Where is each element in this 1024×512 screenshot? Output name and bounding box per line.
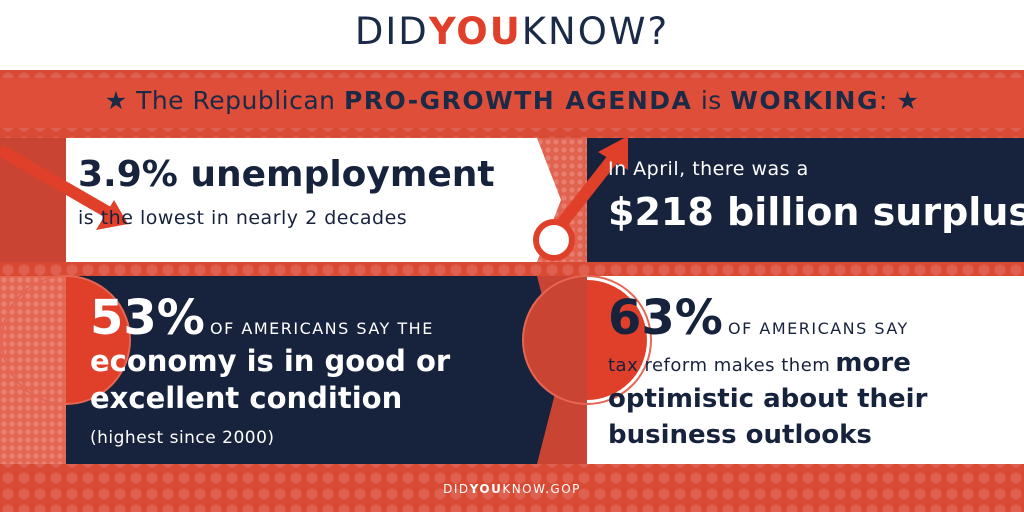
did-you-know-logo: DIDYOUKNOW?	[0, 10, 1024, 53]
banner-suffix: :	[879, 86, 888, 115]
economy-panel	[66, 276, 528, 464]
optimism-line-3: business outlooks	[608, 420, 872, 450]
surplus-panel	[587, 138, 1024, 262]
optimism-line-2: optimistic about their	[608, 384, 928, 414]
pie-outline-right-icon	[522, 275, 652, 405]
banner-highlight: PRO-GROWTH AGENDA	[343, 86, 693, 115]
footer-rest: KNOW.GOP	[502, 482, 581, 496]
unemployment-headline: 3.9% unemployment	[78, 154, 495, 195]
banner-band	[0, 78, 1024, 128]
optimism-stat: 63%	[608, 290, 723, 346]
unemployment-panel	[66, 138, 528, 262]
up-arrow-head-icon	[598, 136, 628, 170]
banner-highlight-2: WORKING	[730, 86, 879, 115]
footer-url[interactable]: DIDYOUKNOW.GOP	[0, 482, 1024, 496]
banner-prefix: The Republican	[136, 86, 336, 115]
economy-note: (highest since 2000)	[90, 428, 275, 448]
optimism-stat-line: 63% OF AMERICANS SAY	[608, 290, 909, 346]
surplus-intro: In April, there was a	[608, 158, 809, 180]
logo-did: DID	[354, 10, 429, 53]
economy-line-1: economy is in good or	[90, 344, 451, 378]
economy-line-2: excellent condition	[90, 381, 403, 415]
agenda-banner: ★ The Republican PRO-GROWTH AGENDA is WO…	[0, 86, 1024, 115]
economy-stat: 53%	[90, 290, 205, 346]
economy-stat-caption: OF AMERICANS SAY THE	[209, 319, 434, 338]
optimism-stat-caption: OF AMERICANS SAY	[727, 319, 909, 338]
down-trend-line	[0, 144, 121, 224]
logo-you: YOU	[428, 10, 522, 53]
star-icon: ★	[104, 86, 128, 115]
banner-middle: is	[700, 86, 722, 115]
optimism-line-1: tax reform makes them more	[608, 348, 911, 378]
star-icon: ★	[896, 86, 920, 115]
decorative-graphics	[0, 136, 652, 405]
pie-half-right-icon	[523, 276, 587, 404]
optimism-line-1-plain: tax reform makes them	[608, 355, 831, 376]
footer-did: DID	[443, 482, 470, 496]
down-arrow-head-icon	[96, 200, 128, 230]
optimism-line-1-bold: more	[835, 348, 911, 378]
economy-stat-line: 53% OF AMERICANS SAY THE	[90, 290, 434, 346]
footer-you: YOU	[469, 482, 503, 496]
unemployment-subtext: is the lowest in nearly 2 decades	[78, 207, 408, 229]
pie-half-icon	[66, 276, 130, 404]
pie-fill-right-icon	[587, 280, 647, 400]
circle-marker-icon	[533, 219, 575, 261]
header	[0, 0, 1024, 70]
pie-outline-icon	[1, 275, 131, 405]
optimism-panel	[587, 276, 1024, 464]
logo-know: KNOW?	[521, 10, 670, 53]
surplus-headline: $218 billion surplus	[608, 190, 1024, 234]
